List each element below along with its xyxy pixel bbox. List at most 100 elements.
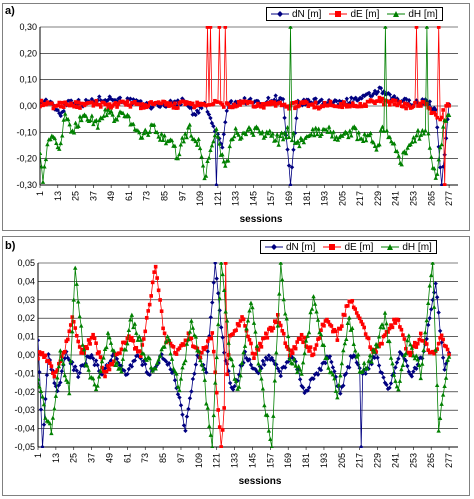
panel-b-point-2 (308, 345, 313, 349)
panel-b-point-3 (157, 353, 163, 358)
panel-b-point-1 (205, 349, 210, 354)
panel-b-point-2 (238, 319, 243, 323)
panel-b-point-3 (280, 277, 285, 282)
panel-b-point-3 (309, 306, 315, 311)
panel-b-point-2 (299, 332, 304, 337)
panel-a-point-1 (266, 95, 271, 100)
panel-b-point-1 (265, 357, 270, 362)
panel-b-point-2 (439, 333, 444, 338)
panel-b-point-2 (92, 336, 97, 341)
panel-a-point-1 (316, 100, 321, 105)
panel-a-point-2 (170, 103, 174, 108)
panel-b-point-3 (351, 341, 356, 346)
panel-b-point-3 (397, 378, 403, 383)
panel-b-point-3 (76, 299, 81, 304)
panel-a-point-3 (328, 129, 333, 134)
legend-dn-swatch (271, 11, 289, 17)
panel-a-point-3 (288, 26, 293, 29)
panel-a-point-3 (76, 123, 81, 129)
panel-a-point-2 (321, 104, 325, 109)
panel-b-point-3 (211, 412, 216, 418)
panel-b-point-3 (412, 356, 418, 361)
panel-a-point-2 (297, 103, 302, 108)
panel-b-point-3 (426, 300, 431, 305)
panel-b-point-3 (245, 318, 251, 323)
panel-b-point-3 (163, 339, 169, 344)
panel-b-point-3 (284, 316, 289, 321)
panel-b-point-2 (67, 329, 72, 334)
panel-a-point-2 (350, 101, 355, 106)
panel-b-point-2 (240, 315, 244, 319)
panel-b-point-2 (247, 337, 252, 342)
panel-b-point-2 (182, 343, 186, 347)
panel-a-point-3 (67, 122, 72, 127)
panel-a-point-3 (108, 108, 114, 113)
panel-a-point-3 (353, 125, 358, 131)
panel-b-point-3 (125, 341, 130, 346)
panel-a-xtick-label: 37 (88, 191, 98, 201)
panel-b-point-2 (307, 349, 311, 353)
panel-a-point-2 (269, 99, 274, 104)
panel-a-point-3 (396, 153, 401, 158)
panel-a-point-1 (98, 98, 103, 103)
panel-b-point-3 (254, 343, 260, 348)
panel-b-point-3 (123, 347, 129, 352)
panel-b-point-1 (305, 388, 310, 393)
panel-b-point-2 (353, 307, 358, 311)
panel-b-point-1 (227, 380, 233, 386)
panel-a-point-3 (408, 142, 413, 147)
panel-a-point-2 (220, 102, 225, 107)
panel-a-point-3 (435, 171, 440, 176)
panel-b-point-3 (193, 334, 199, 339)
panel-a-point-3 (432, 166, 437, 171)
panel-a-point-3 (197, 145, 203, 151)
panel-a-point-3 (266, 131, 271, 136)
panel-a-point-2 (159, 101, 164, 106)
panel-a-point-3 (383, 26, 388, 29)
panel-a-point-3 (91, 121, 96, 127)
panel-b-point-2 (362, 325, 366, 330)
panel-a-point-3 (362, 131, 367, 136)
panel-b-point-1 (58, 380, 63, 385)
panel-b-point-1 (375, 355, 380, 360)
panel-b-point-1 (122, 368, 127, 373)
panel-a-point-2 (76, 100, 81, 105)
panel-b-point-1 (129, 364, 135, 369)
panel-b-point-3 (347, 315, 352, 320)
panel-b-point-3 (198, 357, 203, 363)
panel-b-point-3 (38, 384, 42, 389)
panel-a-point-2 (291, 100, 296, 105)
panel-b-point-1 (38, 369, 42, 375)
panel-b-point-3 (81, 347, 87, 352)
panel-b-point-3 (141, 351, 146, 356)
panel-b-xtick-label: 13 (51, 453, 61, 463)
panel-b-point-2 (161, 326, 165, 331)
panel-b-point-3 (171, 366, 176, 371)
panel-a-point-2 (75, 105, 79, 110)
panel-a-ytick-label: -0,30 (16, 180, 37, 190)
panel-a-point-3 (427, 145, 433, 150)
panel-b-point-3 (259, 376, 264, 381)
panel-a-point-2 (305, 100, 309, 105)
panel-a-point-3 (395, 149, 400, 154)
panel-a-point-3 (79, 117, 84, 123)
panel-a-point-3 (186, 125, 191, 130)
panel-b-point-2 (407, 350, 411, 355)
panel-a-point-2 (340, 105, 345, 110)
panel-a-point-1 (188, 105, 194, 111)
panel-a-point-2 (402, 101, 407, 106)
panel-b-ytick-label: -0,05 (14, 442, 35, 452)
panel-a-point-3 (94, 117, 99, 123)
panel-a-point-2 (273, 104, 278, 108)
panel-b-point-2 (374, 350, 378, 354)
panel-a-point-1 (97, 94, 102, 99)
panel-a-point-3 (131, 121, 136, 126)
panel-b-point-3 (408, 342, 413, 347)
panel-b-point-2 (424, 342, 429, 346)
panel-a-xtick-label: 181 (302, 191, 312, 206)
panel-b-point-3 (260, 386, 266, 391)
panel-a-point-1 (223, 120, 228, 125)
panel-b-point-1 (426, 322, 431, 328)
panel-a-point-2 (107, 102, 112, 106)
panel-a-point-3 (371, 140, 376, 145)
